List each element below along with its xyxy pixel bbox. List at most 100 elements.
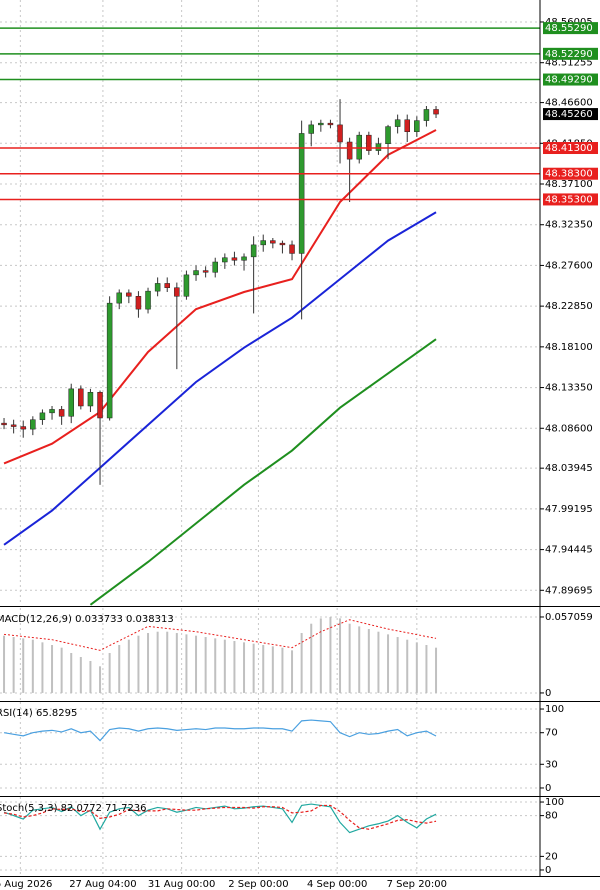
macd-bar <box>406 639 409 693</box>
candle-body <box>154 283 161 292</box>
candle-body <box>337 124 343 143</box>
y-tick-label: 100 <box>545 704 564 715</box>
x-tick-label: 31 Aug 00:00 <box>148 879 215 890</box>
y-tick-label: 100 <box>545 797 564 808</box>
level-tag <box>543 142 598 155</box>
panel-title: Stoch(5,3,3) 82.0772 71.7236 <box>0 803 147 814</box>
macd-bar <box>41 642 44 693</box>
macd-bar <box>22 638 25 693</box>
y-tick-label: 20 <box>545 851 558 862</box>
candle-body <box>174 287 180 297</box>
candle-body <box>164 283 170 288</box>
y-tick-label: 48.37100 <box>545 179 593 190</box>
panel-title: RSI(14) 65.8295 <box>0 708 77 719</box>
macd-bar <box>415 642 418 693</box>
candle-body <box>356 134 362 160</box>
candle-body <box>250 244 257 258</box>
candle-body <box>404 119 410 132</box>
level-tag <box>543 47 598 60</box>
candle-body <box>423 109 430 121</box>
level-label: 48.41300 <box>545 143 593 154</box>
macd-bar <box>156 631 159 693</box>
y-tick-label: 0 <box>545 783 551 794</box>
macd-bar <box>300 633 303 693</box>
candle-body <box>87 392 94 407</box>
last-price-tag <box>543 108 598 121</box>
y-tick-label: 30 <box>545 759 558 770</box>
candle-body <box>116 292 122 304</box>
indicator-line <box>3 804 437 830</box>
moving-average <box>3 129 437 465</box>
level-label: 48.35300 <box>545 194 593 205</box>
candle-body <box>433 109 439 115</box>
candle-body <box>231 257 238 261</box>
candle-body <box>279 242 286 246</box>
macd-bar <box>31 639 34 693</box>
candle-body <box>68 388 74 417</box>
macd-bar <box>425 645 428 693</box>
macd-bar <box>281 647 284 693</box>
candle-body <box>385 126 391 144</box>
macd-bar <box>195 635 198 693</box>
macd-bar <box>319 618 322 693</box>
macd-bar <box>147 633 150 693</box>
macd-bar <box>291 650 294 693</box>
y-tick-label: 48.27600 <box>545 260 593 271</box>
macd-bar <box>99 666 102 693</box>
level-label: 48.38300 <box>545 169 593 180</box>
candle-body <box>394 119 401 127</box>
y-tick-label: 47.89695 <box>545 585 593 596</box>
candle-body <box>346 141 353 160</box>
candle-body <box>260 240 266 246</box>
candle-body <box>49 409 55 414</box>
macd-bar <box>262 645 265 693</box>
indicator-line <box>3 719 437 742</box>
y-tick-label: 48.32350 <box>545 220 593 231</box>
macd-bar <box>118 645 121 693</box>
macd-bar <box>79 656 82 693</box>
candle-body <box>241 256 247 261</box>
y-tick-label: 47.99195 <box>545 504 593 515</box>
macd-bar <box>60 647 63 693</box>
level-tag <box>543 167 598 180</box>
moving-average <box>3 211 437 546</box>
candle-body <box>366 134 372 151</box>
macd-bar <box>166 631 169 693</box>
macd-signal <box>3 619 437 651</box>
candle-body <box>135 296 142 310</box>
macd-bar <box>127 639 130 693</box>
macd-bar <box>185 634 188 693</box>
candle-body <box>289 244 295 254</box>
macd-bar <box>252 643 255 693</box>
level-tag <box>543 22 598 35</box>
level-label: 48.55290 <box>545 23 593 34</box>
macd-bar <box>435 647 438 693</box>
candle-body <box>193 270 199 276</box>
y-tick-label: 70 <box>545 728 558 739</box>
candle-body <box>298 133 305 254</box>
moving-average <box>89 338 437 606</box>
macd-bar <box>223 639 226 693</box>
last-price-label: 48.45260 <box>545 109 593 120</box>
level-tag <box>543 73 598 86</box>
x-tick-label: 26 Aug 2026 <box>0 879 52 890</box>
macd-bar <box>70 653 73 693</box>
panel-title: MACD(12,26,9) 0.033733 0.038313 <box>0 614 174 625</box>
macd-bar <box>377 631 380 693</box>
candle-body <box>39 412 46 420</box>
candle-body <box>318 122 324 126</box>
candle-body <box>10 424 17 427</box>
x-tick-label: 2 Sep 00:00 <box>228 879 288 890</box>
candle-body <box>106 302 113 419</box>
candle-body <box>308 124 314 134</box>
y-tick-label: 48.13350 <box>545 383 593 394</box>
y-tick-label: 0 <box>545 865 551 876</box>
y-tick-label: 47.94445 <box>545 545 593 556</box>
y-tick-label: 0 <box>545 688 551 699</box>
x-tick-label: 7 Sep 20:00 <box>387 879 447 890</box>
x-tick-label: 27 Aug 04:00 <box>69 879 136 890</box>
y-tick-label: 80 <box>545 811 558 822</box>
level-tag <box>543 193 598 206</box>
candle-body <box>375 143 382 151</box>
